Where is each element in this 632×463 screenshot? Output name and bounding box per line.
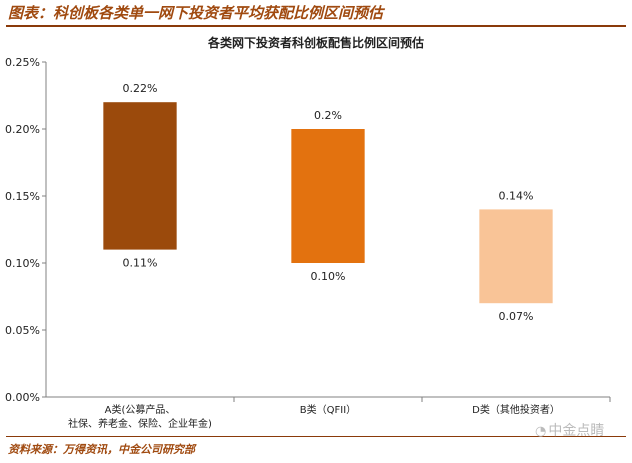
high-value-label: 0.2% [314,109,342,122]
y-tick-label: 0.25% [5,56,40,69]
category-label: A类(公募产品、 [105,403,176,416]
footer-divider [6,436,626,437]
source-note: 资料来源：万得资讯，中金公司研究部 [8,443,195,456]
low-value-label: 0.07% [499,310,534,323]
category-label: 社保、养老金、保险、企业年金) [68,417,212,430]
category-label: B类（QFII） [300,403,356,416]
range-bar [291,129,365,263]
range-bar [479,209,553,304]
watermark-text: 中金点睛 [548,423,605,439]
high-value-label: 0.22% [123,82,158,95]
low-value-label: 0.10% [311,270,346,283]
watermark: ◔ 中金点睛 [535,420,604,440]
y-tick-label: 0.00% [5,391,40,404]
wechat-icon: ◔ [535,424,547,439]
low-value-label: 0.11% [123,257,158,270]
y-tick-label: 0.15% [5,190,40,203]
chart-title: 各类网下投资者科创板配售比例区间预估 [207,36,424,50]
header-divider [6,25,626,27]
category-label: D类（其他投资者） [472,403,560,416]
high-value-label: 0.14% [499,189,534,202]
range-bar [103,102,177,250]
y-tick-label: 0.05% [5,324,40,337]
y-tick-label: 0.20% [5,123,40,136]
page-header-title: 图表：科创板各类单一网下投资者平均获配比例区间预估 [8,4,384,22]
y-tick-label: 0.10% [5,257,40,270]
